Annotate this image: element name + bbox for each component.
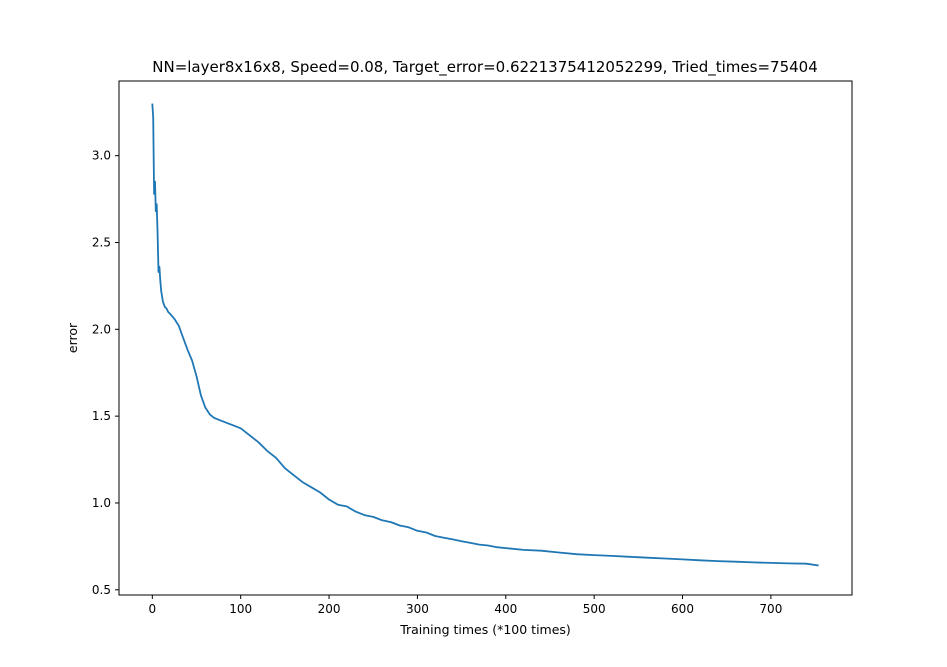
x-tick-label: 0: [148, 602, 156, 616]
y-tick-label: 1.0: [92, 496, 111, 510]
tick-layer: 0 100 200 300 400 500 600 700 0.5 1.0 1.5 2.0 2.5 3.0: [92, 149, 782, 616]
series-layer: [151, 103, 819, 567]
error-series-line: [151, 103, 819, 567]
x-tick-label: 100: [229, 602, 252, 616]
plot-frame: [118, 80, 853, 596]
y-tick-label: 0.5: [92, 583, 111, 597]
x-tick-label: 600: [671, 602, 694, 616]
x-tick-label: 700: [759, 602, 782, 616]
x-tick-label: 300: [406, 602, 429, 616]
x-axis-label: Training times (*100 times): [399, 622, 571, 637]
y-tick-label: 3.0: [92, 149, 111, 163]
y-tick-label: 1.5: [92, 409, 111, 423]
x-tick-label: 400: [494, 602, 517, 616]
plot-area: [119, 81, 852, 595]
y-axis-label: error: [65, 322, 80, 353]
y-tick-label: 2.0: [92, 322, 111, 336]
chart-title: NN=layer8x16x8, Speed=0.08, Target_error…: [152, 58, 818, 77]
x-tick-label: 200: [318, 602, 341, 616]
y-tick-label: 2.5: [92, 235, 111, 249]
x-tick-label: 500: [583, 602, 606, 616]
